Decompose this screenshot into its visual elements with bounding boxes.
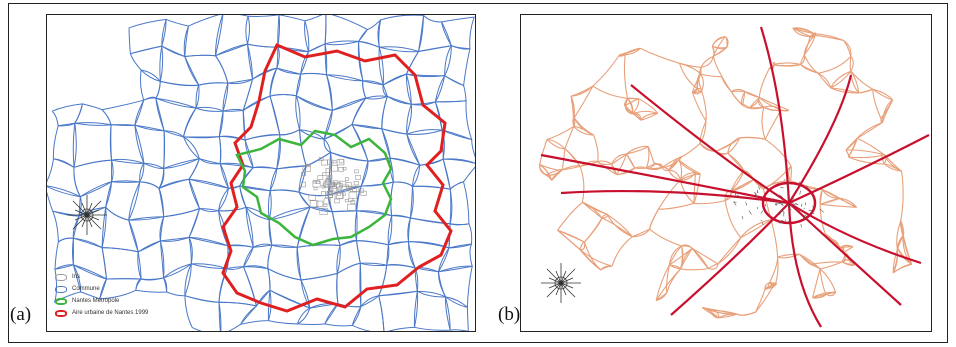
- legend-swatch-iris: [55, 273, 67, 281]
- panel-label-b: (b): [498, 304, 521, 325]
- legend-swatch-nantes-metropole: [55, 297, 67, 305]
- aire-urbaine-boundary: [221, 43, 453, 313]
- legend-label: Aire urbaine de Nantes 1999: [72, 310, 149, 316]
- legend-item-aire-urbaine: Aire urbaine de Nantes 1999: [55, 307, 148, 319]
- compass-rose-icon: [541, 263, 581, 303]
- map-legend: Iris Commune Nantes Métropole Aire urbai…: [55, 271, 148, 319]
- compass-rose-icon: [67, 195, 107, 235]
- map-panel-a: Iris Commune Nantes Métropole Aire urbai…: [46, 14, 476, 332]
- commune-map: [47, 15, 475, 331]
- panel-label-a: (a): [10, 304, 32, 325]
- major-road-network: [540, 26, 930, 328]
- legend-item-commune: Commune: [55, 283, 148, 295]
- legend-swatch-commune: [55, 285, 67, 293]
- legend-item-nantes-metropole: Nantes Métropole: [55, 295, 148, 307]
- legend-label: Nantes Métropole: [72, 298, 120, 304]
- nantes-metropole-boundary: [235, 129, 393, 247]
- commune-boundaries: [47, 15, 475, 331]
- minor-road-network: [538, 27, 913, 319]
- map-panel-b: [520, 14, 932, 332]
- urban-core: [733, 179, 824, 228]
- legend-label: Commune: [72, 286, 100, 292]
- legend-item-iris: Iris: [55, 271, 148, 283]
- figure-frame: [8, 3, 948, 343]
- legend-swatch-aire-urbaine: [55, 309, 67, 317]
- iris-boundaries: [299, 157, 367, 215]
- legend-label: Iris: [72, 274, 80, 280]
- road-network-map: [538, 26, 930, 328]
